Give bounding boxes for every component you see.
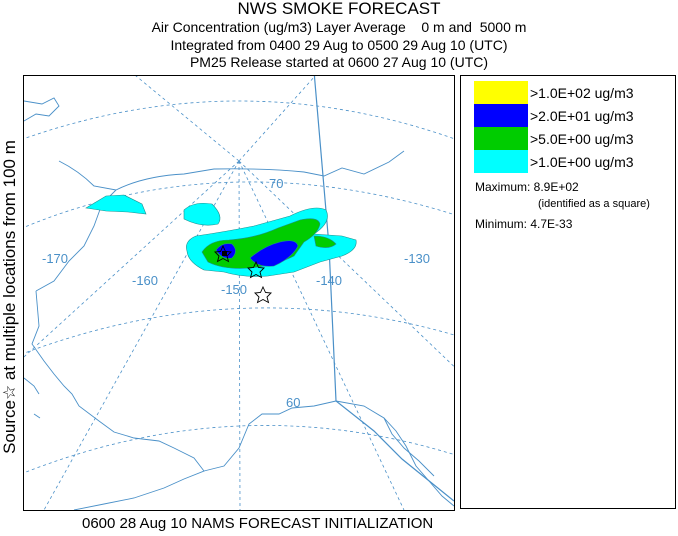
source-markers: [214, 244, 272, 304]
integration-period: Integrated from 0400 29 Aug to 0500 29 A…: [170, 37, 508, 53]
legend-panel: >1.0E+02 ug/m3 >2.0E+01 ug/m3 >5.0E+00 u…: [460, 75, 676, 509]
legend-item: >2.0E+01 ug/m3: [474, 104, 634, 127]
source-side-label: Source☆ at multiple locations from 100 m: [0, 140, 19, 454]
smoke-map: 70 60 -170 -160 -150 -140 -130: [24, 76, 454, 510]
lat-label-70: 70: [269, 176, 283, 191]
legend-label: >2.0E+01 ug/m3: [530, 107, 634, 124]
legend-swatch: [474, 150, 528, 173]
legend-item: >5.0E+00 ug/m3: [474, 127, 634, 150]
legend-label: >1.0E+00 ug/m3: [530, 153, 634, 170]
maximum-value: Maximum: 8.9E+02: [475, 180, 579, 194]
concentration-subtitle: Air Concentration (ug/m3) Layer Average …: [151, 19, 527, 35]
border-line: [313, 76, 454, 502]
legend-label: >5.0E+00 ug/m3: [530, 130, 634, 147]
latitude-lines: [24, 100, 454, 474]
legend-label: >1.0E+02 ug/m3: [530, 84, 634, 101]
minimum-value: Minimum: 4.7E-33: [475, 217, 573, 231]
star-icon: [254, 285, 272, 304]
legend-swatch: [474, 127, 528, 150]
smoke-plume: [85, 194, 357, 277]
forecast-initialization: 0600 28 Aug 10 NAMS FORECAST INITIALIZAT…: [82, 515, 434, 532]
lon-label-140: -140: [316, 273, 342, 288]
legend-swatch: [474, 81, 528, 104]
maximum-note: (identified as a square): [538, 198, 650, 210]
map-panel: 70 60 -170 -160 -150 -140 -130: [23, 75, 455, 511]
maximum-square-icon: [222, 251, 227, 256]
release-start: PM25 Release started at 0600 27 Aug 10 (…: [189, 54, 489, 70]
lon-label-170: -170: [42, 251, 68, 266]
star-icon: [247, 260, 265, 279]
forecast-title: NWS SMOKE FORECAST: [237, 0, 441, 18]
lon-label-160: -160: [132, 273, 158, 288]
lon-label-150: -150: [221, 282, 247, 297]
legend-item: >1.0E+02 ug/m3: [474, 81, 634, 104]
star-icon: [214, 244, 232, 263]
coastline: [24, 97, 454, 510]
legend-item: >1.0E+00 ug/m3: [474, 150, 634, 173]
legend-swatch: [474, 104, 528, 127]
lon-label-130: -130: [404, 251, 430, 266]
lat-label-60: 60: [286, 395, 300, 410]
